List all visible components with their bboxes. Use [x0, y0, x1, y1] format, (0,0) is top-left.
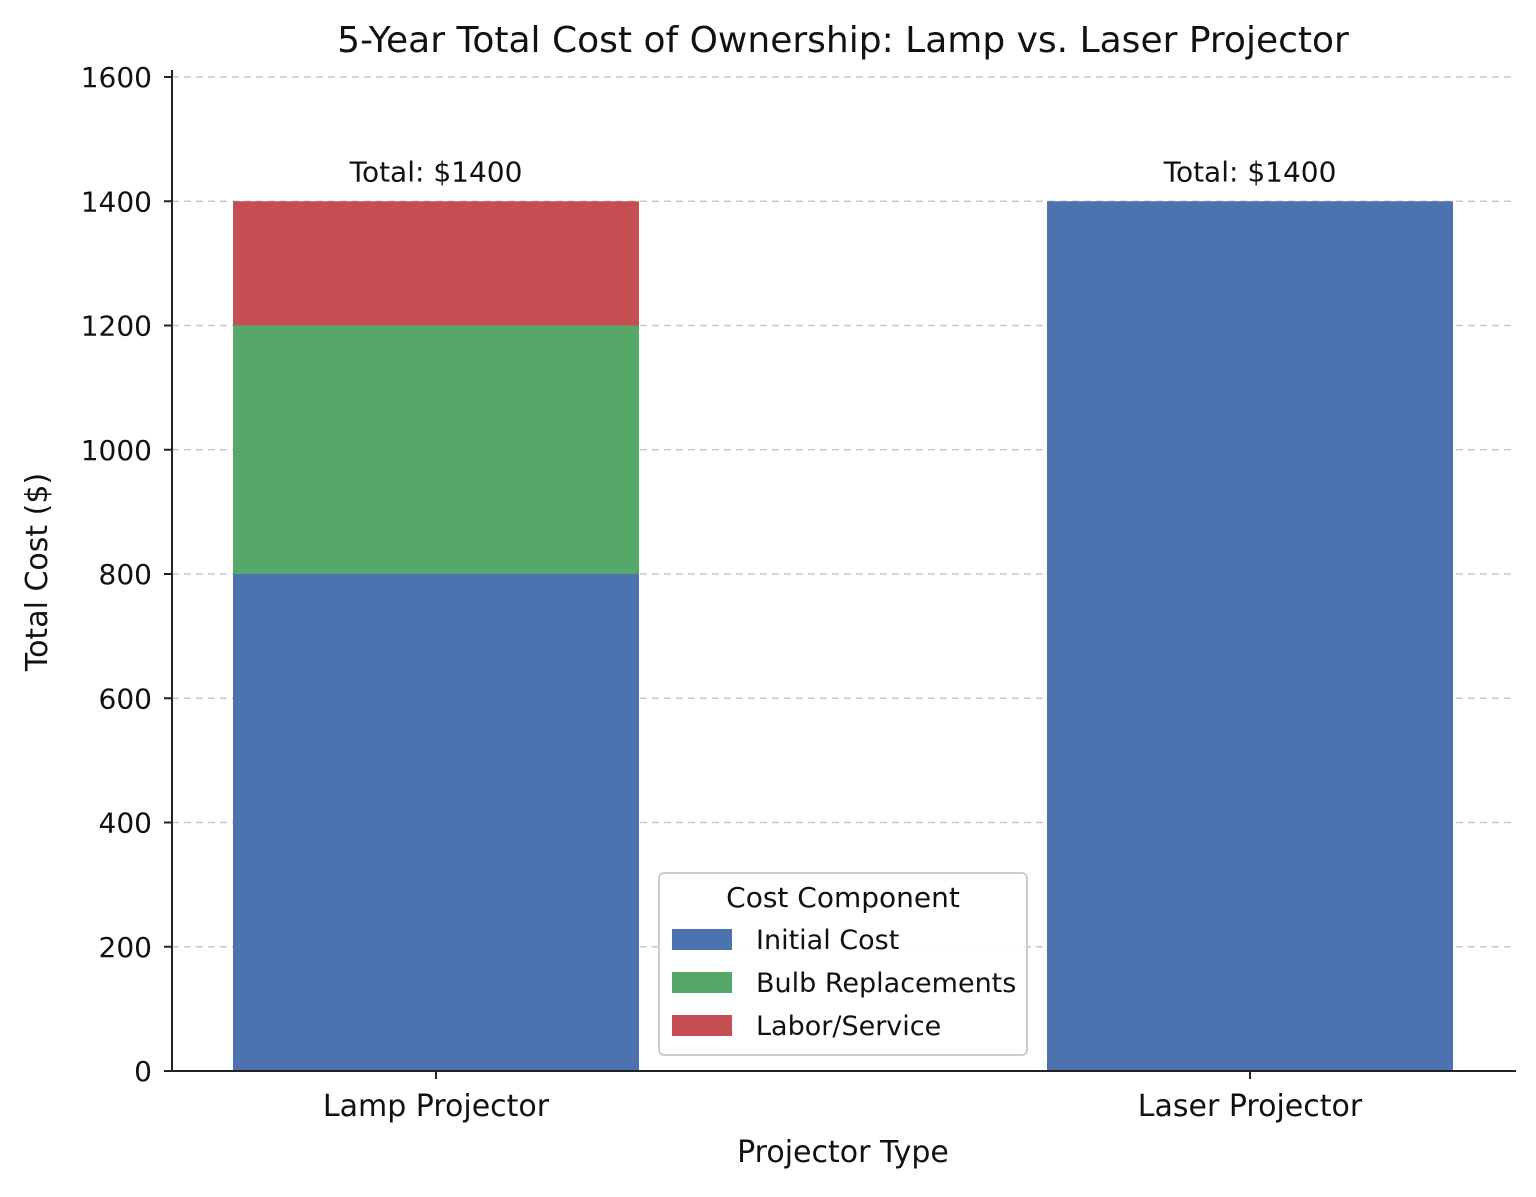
bar-initial-cost-0 [233, 574, 639, 1071]
y-tick-label: 200 [99, 931, 152, 964]
bar-bulb-replacements-0 [233, 325, 639, 574]
y-tick-label: 0 [134, 1055, 152, 1088]
y-tick-label: 800 [99, 558, 152, 591]
total-label: Total: $1400 [349, 155, 523, 188]
y-tick-label: 1000 [81, 434, 152, 467]
legend-entry: Labor/Service [756, 1011, 941, 1042]
legend-title: Cost Component [726, 881, 960, 914]
legend-entry: Bulb Replacements [756, 968, 1016, 999]
y-tick-label: 1600 [81, 61, 152, 94]
y-axis-label: Total Cost ($) [20, 473, 55, 672]
x-axis-label: Projector Type [737, 1135, 949, 1170]
x-tick-label: Lamp Projector [323, 1089, 550, 1124]
bar-initial-cost-1 [1047, 201, 1453, 1071]
legend-swatch [672, 1015, 732, 1036]
bar-labor-service-0 [233, 201, 639, 326]
legend: Cost Component Initial Cost Bulb Replacem… [658, 872, 1028, 1056]
y-tick-label: 600 [99, 682, 152, 715]
y-tick-label: 1400 [81, 185, 152, 218]
legend-swatch [672, 929, 732, 950]
y-tick-label: 1200 [81, 310, 152, 343]
chart-title: 5-Year Total Cost of Ownership: Lamp vs.… [337, 20, 1349, 61]
y-tick-label: 400 [99, 807, 152, 840]
legend-frame [658, 872, 1028, 1056]
x-tick-label: Laser Projector [1138, 1089, 1363, 1124]
total-label: Total: $1400 [1163, 155, 1337, 188]
legend-entry: Initial Cost [756, 925, 899, 956]
legend-swatch [672, 972, 732, 993]
